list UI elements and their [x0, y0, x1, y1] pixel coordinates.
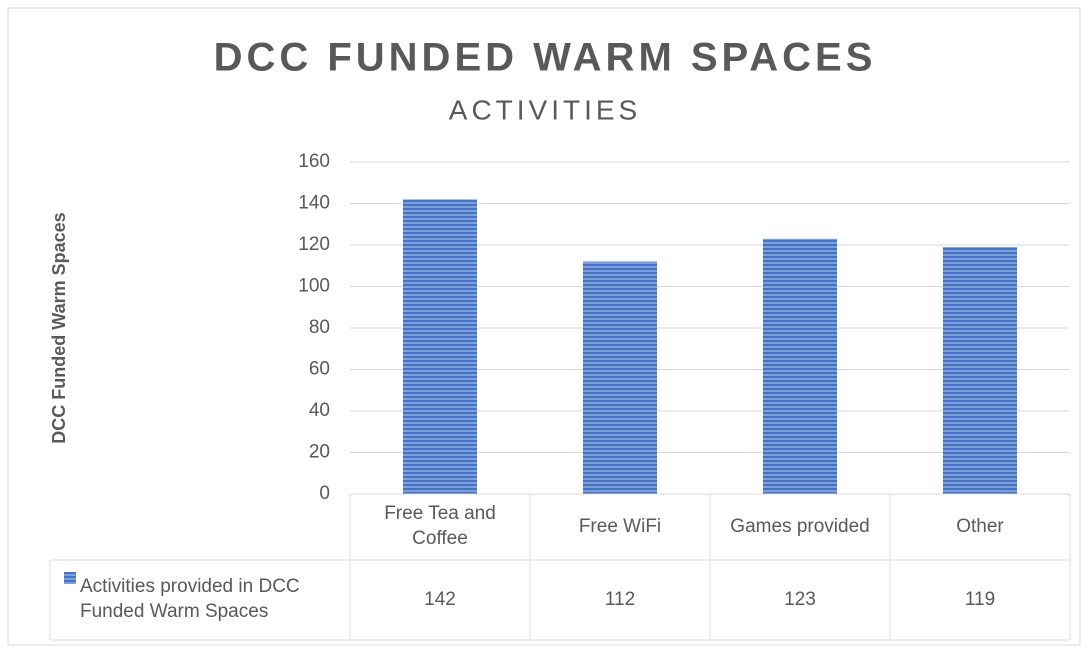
y-tick-label: 0 [319, 483, 330, 504]
legend-label: Activities provided in DCC Funded Warm S… [80, 576, 300, 622]
table-value: 142 [424, 588, 456, 610]
y-axis-label: DCC Funded Warm Spaces [49, 212, 69, 443]
y-tick-label: 140 [298, 193, 330, 214]
x-tick-label-text: Games provided [730, 515, 870, 537]
x-tick-label: Other [956, 515, 1004, 537]
table-value: 119 [964, 588, 996, 610]
y-tick-label: 80 [309, 317, 330, 338]
x-tick-label: Free Tea and Coffee [384, 503, 496, 549]
y-tick-label: 60 [309, 359, 330, 380]
bar [403, 199, 477, 494]
chart-subtitle: ACTIVITIES [449, 94, 641, 125]
table-value: 123 [784, 588, 816, 610]
x-tick-label-text: Free WiFi [578, 515, 662, 537]
y-tick-label: 20 [309, 442, 330, 463]
x-tick-label-text: Free Tea and Coffee [384, 503, 496, 549]
table-value-text: 123 [784, 588, 816, 610]
chart-border [7, 7, 1081, 646]
x-tick-label-text: Other [956, 515, 1004, 537]
bar [583, 261, 657, 494]
table-value-text: 119 [964, 588, 996, 610]
bar [943, 247, 1017, 494]
legend-swatch [64, 572, 76, 584]
y-tick-label: 40 [309, 400, 330, 421]
table-value-text: 142 [424, 588, 456, 610]
y-tick-label: 120 [298, 234, 330, 255]
y-tick-label: 100 [298, 276, 330, 297]
y-tick-label: 160 [298, 151, 330, 172]
bar [763, 238, 837, 494]
legend-label-text: Activities provided in DCC Funded Warm S… [80, 576, 300, 622]
chart-title: DCC FUNDED WARM SPACES [214, 36, 877, 80]
table-value: 112 [604, 588, 636, 610]
x-tick-label: Games provided [730, 515, 870, 537]
x-tick-label: Free WiFi [578, 515, 662, 537]
table-value-text: 112 [604, 588, 636, 610]
